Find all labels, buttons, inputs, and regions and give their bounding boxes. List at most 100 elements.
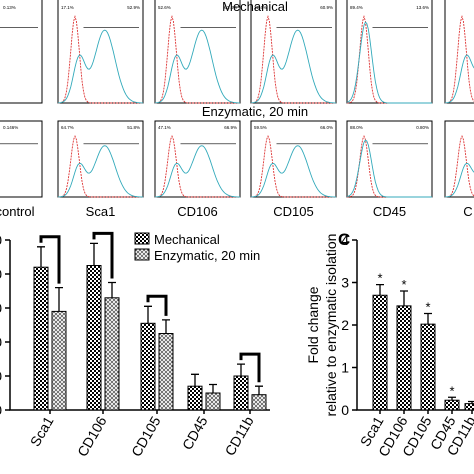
sample-curve xyxy=(444,54,474,104)
gate-label: 52.9% xyxy=(127,5,140,10)
error-bar xyxy=(144,305,152,324)
gate-label: 17.1% xyxy=(61,5,74,10)
error-bar xyxy=(448,396,456,401)
error-bar xyxy=(376,283,384,296)
legend-swatch xyxy=(134,232,150,245)
y-tick-label: 20 xyxy=(0,368,2,384)
error-bar xyxy=(237,363,245,376)
row-title: Enzymatic, 20 min xyxy=(202,104,308,119)
isotype-curve xyxy=(346,135,432,198)
legend-label: Enzymatic, 20 min xyxy=(154,248,260,263)
bar xyxy=(187,385,203,411)
sample-curve xyxy=(250,29,336,104)
panel-letter: C xyxy=(338,230,350,249)
gate-label: 66.9% xyxy=(224,125,237,130)
error-bar xyxy=(191,373,199,387)
isotype-curve xyxy=(250,135,336,198)
sample-curve xyxy=(154,29,240,104)
x-tick-label: CD106 xyxy=(74,413,110,459)
bracket xyxy=(146,294,168,316)
bar xyxy=(140,322,156,411)
flow-panel xyxy=(0,0,43,104)
legend-swatch xyxy=(134,248,150,261)
error-bar xyxy=(108,281,116,298)
flow-panel xyxy=(0,120,43,198)
gate-label: 0.146% xyxy=(3,125,18,130)
bar xyxy=(86,265,102,411)
gate-label: 64.7% xyxy=(61,125,74,130)
flow-panel xyxy=(444,120,474,198)
y-tick-label: 4 xyxy=(341,232,349,248)
bar xyxy=(205,392,221,411)
isotype-curve xyxy=(444,135,474,198)
sample-curve xyxy=(251,145,337,198)
error-bar xyxy=(55,286,63,312)
gate-label: 67.4% xyxy=(224,5,237,10)
sample-curve xyxy=(155,145,241,198)
gate-label: 88.0% xyxy=(350,125,363,130)
panel-label: CD45 xyxy=(373,204,406,219)
panel-label: C xyxy=(463,204,472,219)
gate-label: 52.6% xyxy=(158,5,171,10)
y-axis-label: relative to enzymatic isolation xyxy=(323,234,339,417)
bar xyxy=(396,305,412,411)
y-axis-label: Fold change xyxy=(305,286,321,363)
isotype-curve xyxy=(154,135,240,198)
sample-curve xyxy=(445,162,474,198)
legend-label: Mechanical xyxy=(154,232,220,247)
bracket xyxy=(39,235,61,284)
error-bar xyxy=(162,319,170,334)
bar xyxy=(158,333,174,411)
bar xyxy=(444,399,460,411)
gate-label: 89.4% xyxy=(350,5,363,10)
x-tick-label: CD105 xyxy=(128,413,164,459)
annotation: * xyxy=(377,271,382,286)
flow-panel xyxy=(154,0,241,104)
flow-panel xyxy=(444,0,474,104)
gate-label: 0.13% xyxy=(3,5,16,10)
error-bar xyxy=(209,383,217,393)
error-bar xyxy=(37,246,45,268)
error-bar xyxy=(468,400,474,404)
error-bar xyxy=(424,312,432,325)
bar xyxy=(233,375,249,411)
sample-curve xyxy=(58,145,144,198)
sample-curve xyxy=(57,29,143,104)
sample-curve xyxy=(346,21,432,104)
bar xyxy=(251,394,267,411)
y-tick-label: 0 xyxy=(0,402,2,418)
y-tick-label: 80 xyxy=(0,266,2,282)
x-tick-label: CD45 xyxy=(179,413,211,452)
panel-label: CD106 xyxy=(177,204,217,219)
flow-panel xyxy=(250,0,337,104)
error-bar xyxy=(400,290,408,306)
row-title: Mechanical xyxy=(222,0,288,14)
isotype-curve xyxy=(57,15,143,104)
axes xyxy=(9,240,270,411)
isotype-curve xyxy=(154,15,240,104)
bar xyxy=(104,297,120,411)
y-tick-label: 2 xyxy=(341,317,349,333)
x-tick-label: CD11b xyxy=(221,413,256,458)
gate-label: 13.6% xyxy=(416,5,429,10)
gate-label: 66.0% xyxy=(320,125,333,130)
y-tick-label: 3 xyxy=(341,275,349,291)
annotation: * xyxy=(449,383,454,398)
gate-label: 32.4% xyxy=(254,5,267,10)
bar xyxy=(33,266,49,411)
bar xyxy=(51,310,67,411)
bracket xyxy=(92,231,114,279)
sample-curve xyxy=(346,139,432,198)
bar xyxy=(420,323,436,411)
isotype-curve xyxy=(346,15,432,104)
panel-label: CD105 xyxy=(273,204,313,219)
y-tick-label: 0 xyxy=(341,402,349,418)
isotype-curve xyxy=(57,135,143,198)
y-tick-label: 40 xyxy=(0,334,2,350)
gate-label: 0.80% xyxy=(416,125,429,130)
panel-label: Sca1 xyxy=(86,204,116,219)
bar xyxy=(464,403,474,411)
y-tick-label: 60 xyxy=(0,300,2,316)
y-tick-label: 100 xyxy=(0,232,2,248)
gate-label: 60.9% xyxy=(320,5,333,10)
